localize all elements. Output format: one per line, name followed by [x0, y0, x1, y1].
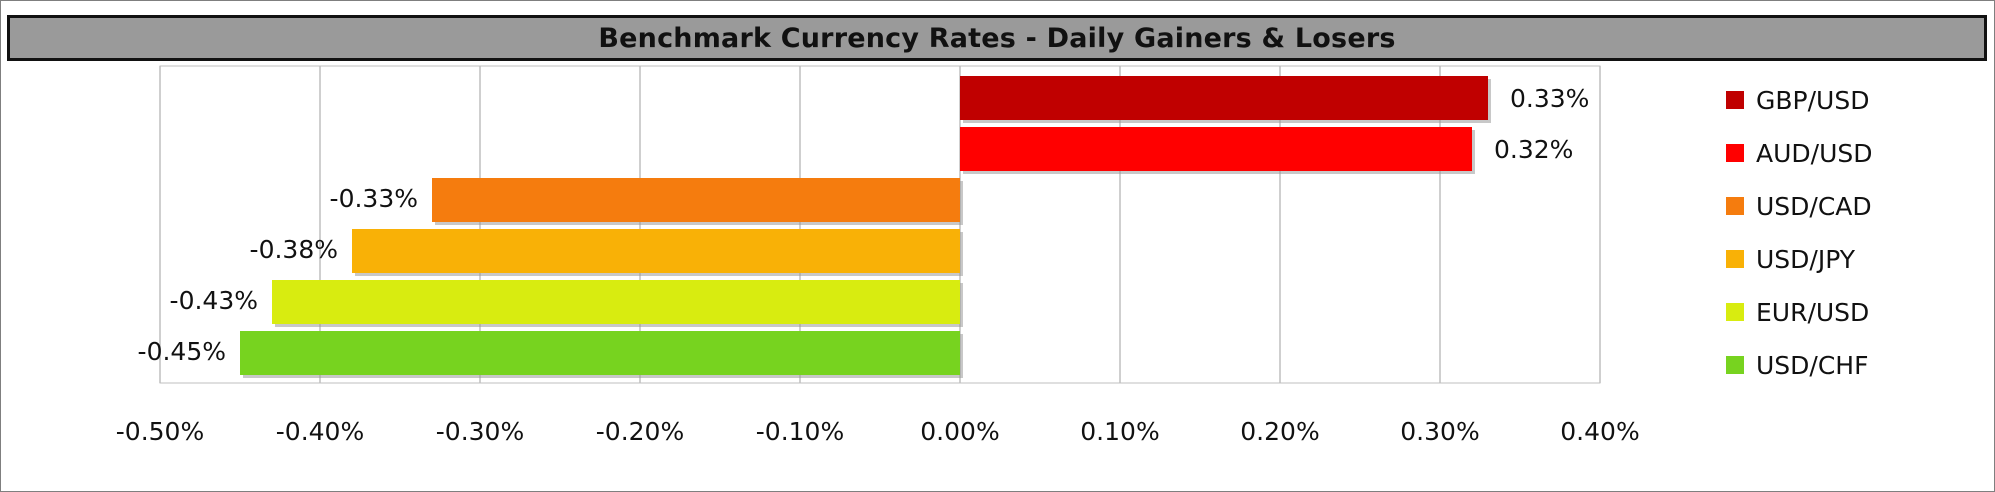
plot-area	[159, 65, 1601, 384]
x-axis-tick-labels: -0.50% -0.40% -0.30% -0.20% -0.10% 0.00% 0.10%…	[116, 417, 1640, 446]
legend-entry: USD/CAD	[1756, 192, 1872, 221]
data-labels: 0.33% 0.32% -0.33% -0.38% -0.43% -0.45%	[138, 84, 1590, 366]
data-label: -0.38%	[250, 235, 338, 264]
data-label: 0.32%	[1494, 135, 1573, 164]
legend-swatch	[1726, 144, 1744, 162]
bar	[352, 229, 960, 273]
data-label: 0.33%	[1510, 84, 1589, 113]
legend-entry: AUD/USD	[1756, 139, 1873, 168]
legend-swatch	[1726, 356, 1744, 374]
legend-entry: USD/CHF	[1756, 351, 1868, 380]
data-label: -0.45%	[138, 337, 226, 366]
x-tick-label: 0.20%	[1240, 417, 1319, 446]
x-tick-label: -0.50%	[116, 417, 204, 446]
legend-swatch	[1726, 250, 1744, 268]
x-tick-label: 0.00%	[920, 417, 999, 446]
x-tick-label: -0.10%	[756, 417, 844, 446]
x-tick-label: 0.10%	[1080, 417, 1159, 446]
x-tick-label: 0.30%	[1400, 417, 1479, 446]
bar	[432, 178, 960, 222]
x-tick-label: -0.30%	[436, 417, 524, 446]
bar	[960, 127, 1472, 171]
x-tick-label: 0.40%	[1560, 417, 1639, 446]
legend-swatch	[1726, 91, 1744, 109]
bars	[240, 76, 1491, 378]
bar	[960, 76, 1488, 120]
chart-title-bar: Benchmark Currency Rates - Daily Gainers…	[7, 15, 1987, 61]
legend-entry: EUR/USD	[1756, 298, 1869, 327]
bar	[240, 331, 960, 375]
chart-title: Benchmark Currency Rates - Daily Gainers…	[598, 22, 1396, 54]
x-tick-label: -0.40%	[276, 417, 364, 446]
data-label: -0.33%	[330, 184, 418, 213]
data-label: -0.43%	[170, 286, 258, 315]
legend-entry: USD/JPY	[1756, 245, 1856, 274]
legend: GBP/USD AUD/USD USD/CAD USD/JPY EUR/USD USD/C…	[1726, 86, 1873, 380]
legend-entry: GBP/USD	[1756, 86, 1869, 115]
x-tick-label: -0.20%	[596, 417, 684, 446]
legend-swatch	[1726, 303, 1744, 321]
bar	[272, 280, 960, 324]
legend-swatch	[1726, 197, 1744, 215]
